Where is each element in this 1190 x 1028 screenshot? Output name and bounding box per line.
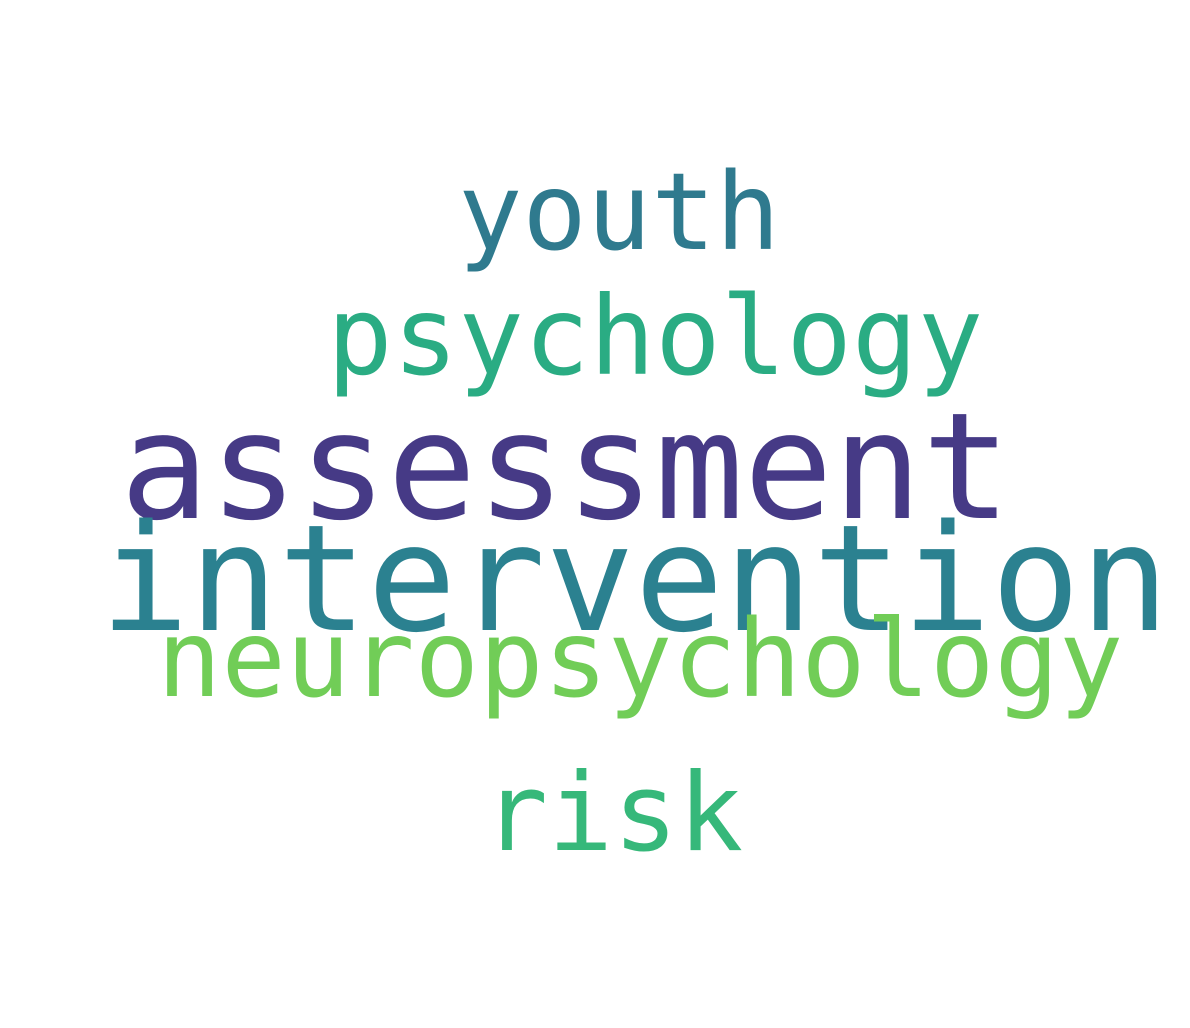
word-assessment: assessment [120,381,1012,553]
word-neuropsychology: neuropsychology [157,598,1124,722]
word-psychology: psychology [327,273,984,400]
word-risk: risk [483,751,744,876]
word-youth: youth [458,151,781,275]
word-intervention: intervention [100,493,1170,665]
